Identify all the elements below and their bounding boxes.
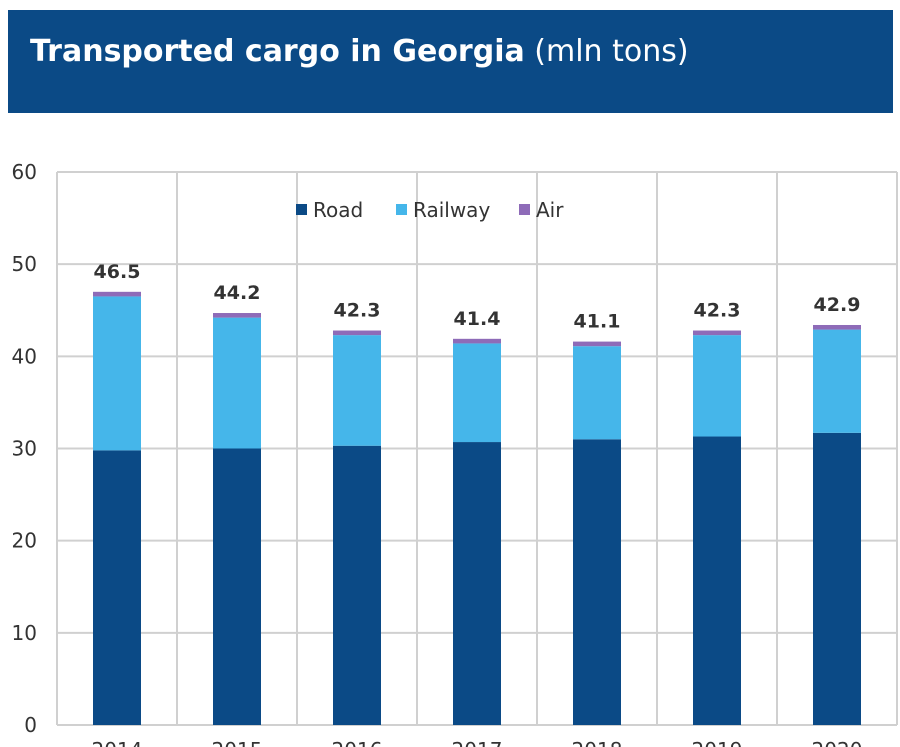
stacked-bar-chart: 0 10 20 30 40 50 60 46.5 44.2 42.3 41.4 41.1 42.3 42… xyxy=(12,160,898,747)
x-tick-label-2015: 2015 xyxy=(212,738,263,747)
bar-road-2018 xyxy=(573,439,621,725)
bar-air-2019 xyxy=(693,330,741,336)
chart-title-main: Transported cargo in Georgia xyxy=(30,34,525,69)
bar-railway-2017 xyxy=(453,343,501,443)
y-tick-label: 10 xyxy=(12,621,37,645)
bars xyxy=(93,291,861,725)
bar-air-2020 xyxy=(813,324,861,330)
bar-road-2020 xyxy=(813,432,861,725)
bar-air-2018 xyxy=(573,341,621,347)
x-tick-label-2019: 2019 xyxy=(692,738,743,747)
y-axis-ticks: 0 10 20 30 40 50 60 xyxy=(12,160,37,737)
x-tick-label-2017: 2017 xyxy=(452,738,503,747)
total-label-2015: 44.2 xyxy=(214,282,261,304)
legend: Road Railway Air xyxy=(296,198,564,222)
bar-air-2016 xyxy=(333,330,381,336)
chart-title-unit: (mln tons) xyxy=(534,34,689,69)
bar-road-2015 xyxy=(213,448,261,725)
legend-swatch-air xyxy=(519,204,530,215)
y-tick-label: 50 xyxy=(12,252,37,276)
bar-road-2016 xyxy=(333,445,381,725)
legend-swatch-railway xyxy=(396,204,407,215)
total-label-2020: 42.9 xyxy=(814,294,861,316)
y-tick-label: 60 xyxy=(12,160,37,184)
total-label-2017: 41.4 xyxy=(454,308,501,330)
total-label-2016: 42.3 xyxy=(334,300,381,322)
total-labels: 46.5 44.2 42.3 41.4 41.1 42.3 42.9 xyxy=(94,261,861,333)
y-tick-label: 20 xyxy=(12,529,37,553)
bar-railway-2018 xyxy=(573,346,621,440)
chart-title: Transported cargo in Georgia (mln tons) xyxy=(30,32,893,72)
bar-air-2017 xyxy=(453,338,501,344)
bar-railway-2019 xyxy=(693,335,741,437)
bar-air-2014 xyxy=(93,291,141,297)
bar-air-2015 xyxy=(213,313,261,318)
y-tick-label: 40 xyxy=(12,344,37,368)
x-tick-label-2016: 2016 xyxy=(332,738,383,747)
bar-road-2017 xyxy=(453,442,501,725)
x-axis-ticks: 2014 2015 2016 2017 2018 2019 2020 xyxy=(92,738,863,747)
y-tick-label: 0 xyxy=(24,713,37,737)
bar-road-2019 xyxy=(693,436,741,725)
legend-label-air: Air xyxy=(536,198,564,222)
x-tick-label-2018: 2018 xyxy=(572,738,623,747)
total-label-2018: 41.1 xyxy=(574,311,621,333)
bar-railway-2016 xyxy=(333,335,381,446)
bar-railway-2020 xyxy=(813,329,861,433)
total-label-2014: 46.5 xyxy=(94,261,141,283)
bar-road-2014 xyxy=(93,450,141,725)
x-tick-label-2020: 2020 xyxy=(812,738,863,747)
legend-label-railway: Railway xyxy=(413,198,490,222)
x-tick-label-2014: 2014 xyxy=(92,738,143,747)
bar-railway-2014 xyxy=(93,296,141,451)
legend-label-road: Road xyxy=(313,198,363,222)
title-banner: Transported cargo in Georgia (mln tons) xyxy=(8,10,893,113)
bar-railway-2015 xyxy=(213,317,261,449)
y-tick-label: 30 xyxy=(12,437,37,461)
legend-swatch-road xyxy=(296,204,307,215)
total-label-2019: 42.3 xyxy=(694,300,741,322)
